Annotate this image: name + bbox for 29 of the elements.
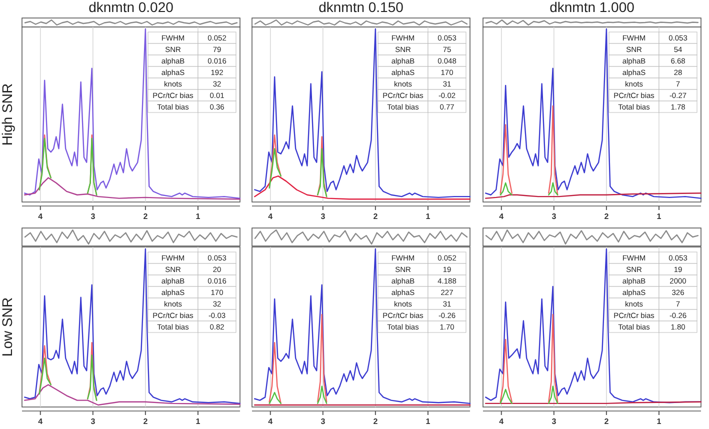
chart-title: dknmtn 0.020 xyxy=(88,0,174,15)
x-tick-label: 3 xyxy=(90,212,96,221)
x-tick-label: 2 xyxy=(373,212,378,221)
x-tick-label: 4 xyxy=(268,417,274,426)
x-tick-label: 1 xyxy=(426,212,431,221)
y-axis-title: Low SNR xyxy=(0,297,15,357)
chart-title: dknmtn 0.150 xyxy=(318,0,404,15)
y-axis-title: High SNR xyxy=(0,83,15,146)
x-tick-label: 4 xyxy=(38,417,44,426)
chart-title: dknmtn 1.000 xyxy=(550,0,635,15)
x-tick-label: 3 xyxy=(552,417,557,426)
x-tick-label: 2 xyxy=(143,212,148,221)
x-tick-label: 4 xyxy=(499,212,504,221)
x-tick-label: 1 xyxy=(196,212,201,221)
x-tick-label: 2 xyxy=(604,417,610,426)
x-tick-label: 2 xyxy=(373,417,378,426)
x-tick-label: 2 xyxy=(143,417,148,426)
x-tick-label: 4 xyxy=(268,212,274,221)
x-tick-label: 1 xyxy=(656,417,662,426)
x-tick-label: 2 xyxy=(604,212,610,221)
x-tick-label: 1 xyxy=(196,417,201,426)
x-tick-label: 3 xyxy=(320,212,326,221)
x-tick-label: 4 xyxy=(499,417,504,426)
x-tick-label: 3 xyxy=(90,417,96,426)
x-tick-label: 4 xyxy=(38,212,44,221)
x-tick-label: 3 xyxy=(552,212,557,221)
x-tick-label: 3 xyxy=(320,417,326,426)
x-tick-label: 1 xyxy=(656,212,662,221)
x-tick-label: 1 xyxy=(426,417,431,426)
